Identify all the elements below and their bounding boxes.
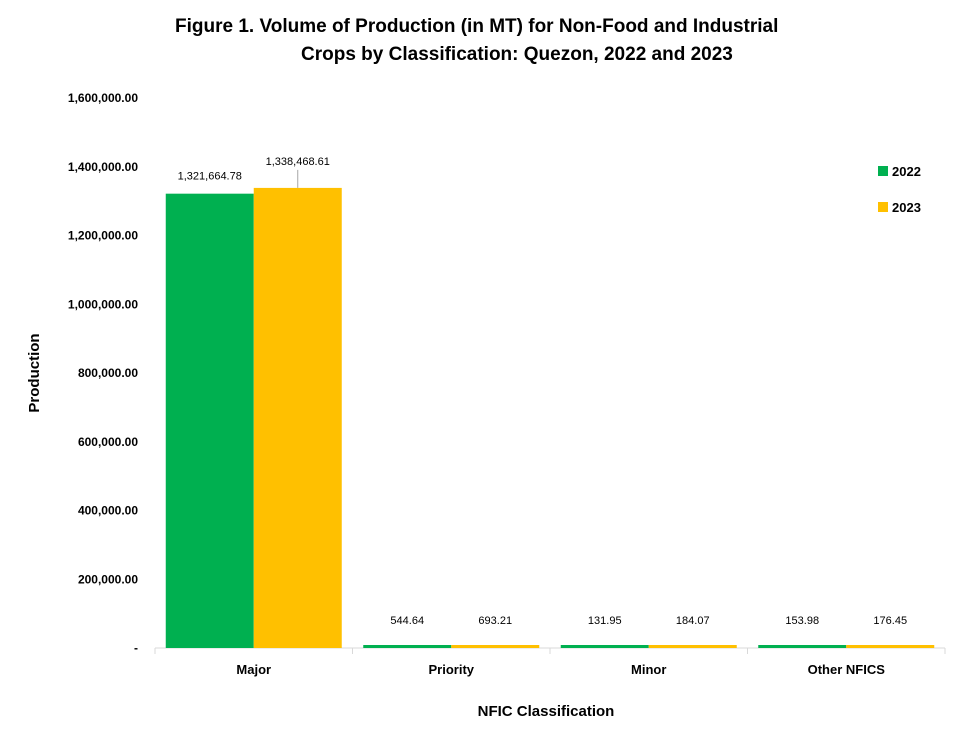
y-tick-label: 400,000.00: [78, 504, 138, 518]
y-axis-title: Production: [26, 333, 43, 412]
bar-2023: [648, 645, 737, 648]
y-tick-label: 1,200,000.00: [68, 229, 138, 243]
y-tick-label: 1,400,000.00: [68, 160, 138, 174]
x-tick-label: Other NFICS: [808, 662, 886, 677]
y-tick-label: 1,000,000.00: [68, 297, 138, 311]
bar-2022: [363, 645, 452, 648]
data-label: 184.07: [676, 615, 710, 627]
data-label: 131.95: [588, 615, 622, 627]
y-tick-label: 600,000.00: [78, 435, 138, 449]
bar-2023: [253, 187, 342, 648]
x-tick-label: Major: [236, 662, 271, 677]
y-tick-label: 1,600,000.00: [68, 91, 138, 105]
bar-2022: [560, 645, 649, 648]
legend-swatch-2022: [878, 166, 888, 176]
y-tick-label: 200,000.00: [78, 572, 138, 586]
legend-label-2023: 2023: [892, 200, 921, 215]
data-label: 693.21: [478, 615, 512, 627]
bar-2022: [758, 645, 847, 648]
y-tick-label: -: [134, 641, 138, 655]
data-label: 1,338,468.61: [266, 156, 330, 168]
legend-label-2022: 2022: [892, 164, 921, 179]
x-tick-label: Minor: [631, 662, 666, 677]
chart-title-line-1: Figure 1. Volume of Production (in MT) f…: [175, 16, 779, 37]
y-tick-label: 800,000.00: [78, 366, 138, 380]
legend-swatch-2023: [878, 202, 888, 212]
data-label: 1,321,664.78: [178, 171, 242, 183]
data-label: 544.64: [390, 615, 424, 627]
x-tick-label: Priority: [428, 662, 474, 677]
data-label: 153.98: [785, 615, 819, 627]
bar-2023: [451, 645, 540, 648]
chart-title-line-2: Crops by Classification: Quezon, 2022 an…: [301, 44, 733, 65]
bar-2023: [846, 645, 935, 648]
x-axis-title: NFIC Classification: [478, 703, 615, 720]
data-label: 176.45: [873, 615, 907, 627]
bar-2022: [165, 193, 254, 648]
